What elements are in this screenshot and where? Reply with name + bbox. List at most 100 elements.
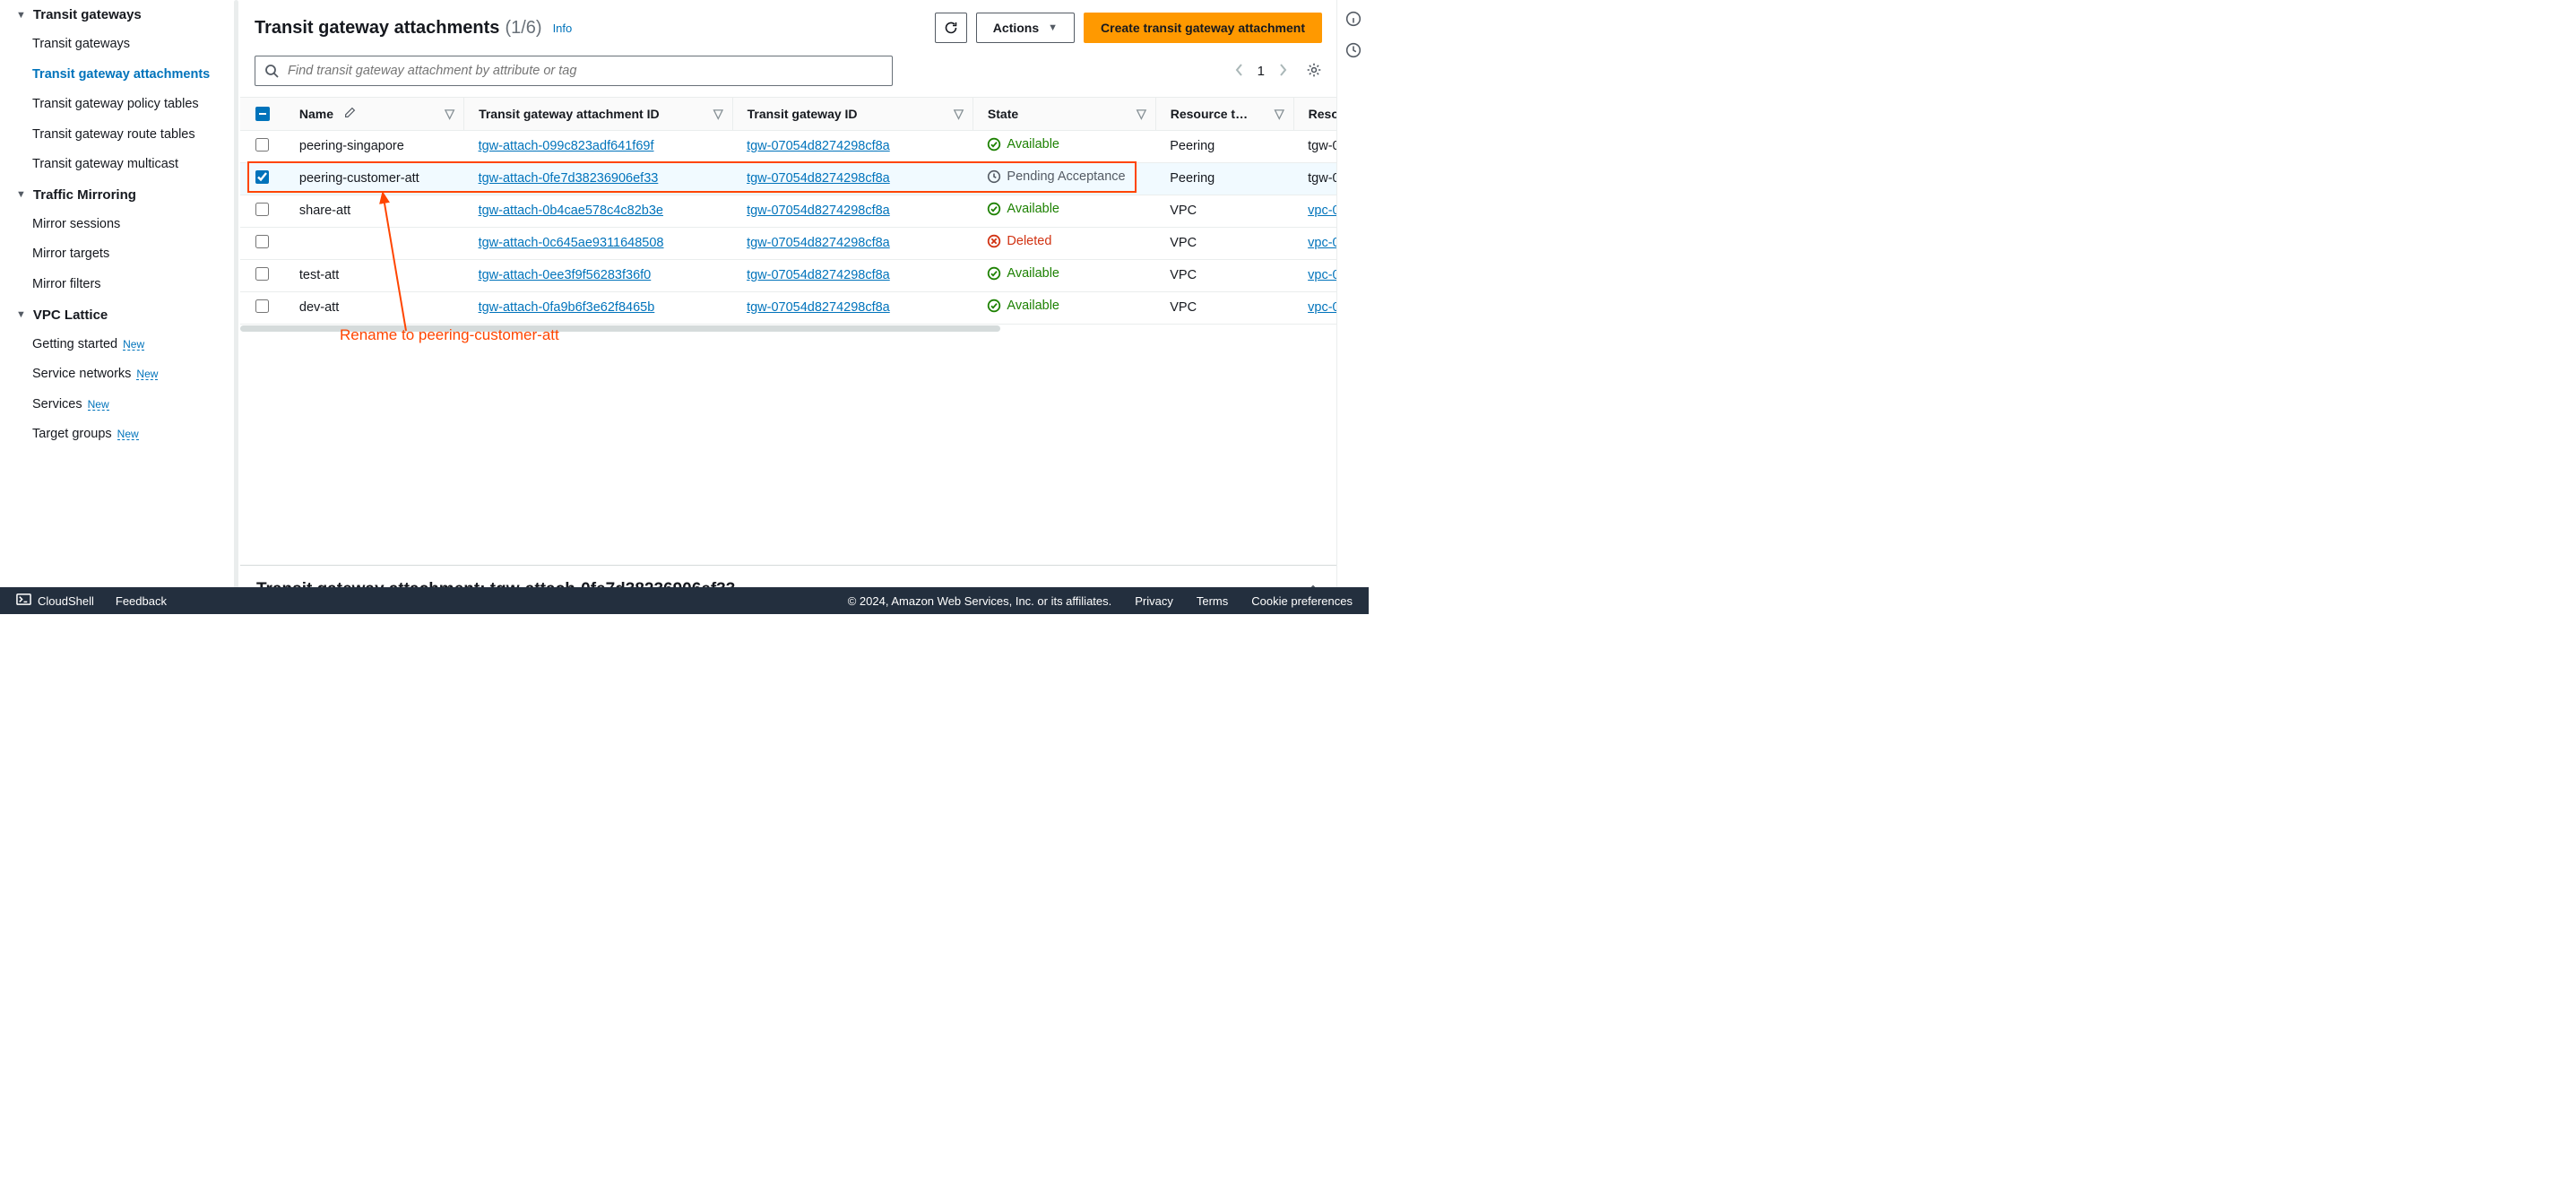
cell-attach-id: tgw-attach-0b4cae578c4c82b3e xyxy=(464,195,733,227)
cell-tgw-id: tgw-07054d8274298cf8a xyxy=(732,259,972,291)
refresh-button[interactable] xyxy=(935,13,967,43)
table-row[interactable]: peering-singapore tgw-attach-099c823adf64… xyxy=(240,130,1336,162)
attach-id-link[interactable]: tgw-attach-0ee3f9f56283f36f0 xyxy=(479,268,652,282)
col-attach-id[interactable]: Transit gateway attachment ID▽ xyxy=(464,98,733,130)
cell-tgw-id: tgw-07054d8274298cf8a xyxy=(732,227,972,259)
page-next-icon[interactable] xyxy=(1277,64,1288,79)
search-input-wrapper[interactable] xyxy=(255,56,893,86)
row-checkbox-cell[interactable] xyxy=(240,291,285,324)
privacy-link[interactable]: Privacy xyxy=(1135,594,1173,608)
row-checkbox[interactable] xyxy=(255,299,269,313)
state-label: Available xyxy=(1007,202,1059,216)
row-checkbox-cell[interactable] xyxy=(240,195,285,227)
row-checkbox-cell[interactable] xyxy=(240,130,285,162)
state-label: Pending Acceptance xyxy=(1007,169,1125,184)
sidebar-splitter[interactable] xyxy=(232,0,240,614)
sort-icon: ▽ xyxy=(445,106,454,121)
row-checkbox[interactable] xyxy=(255,235,269,248)
feedback-link[interactable]: Feedback xyxy=(116,594,167,608)
footer: CloudShell Feedback © 2024, Amazon Web S… xyxy=(0,587,1369,614)
table-row[interactable]: dev-atttgw-attach-0fa9b6f3e62f8465btgw-0… xyxy=(240,291,1336,324)
col-tgw-id[interactable]: Transit gateway ID▽ xyxy=(732,98,972,130)
cell-name: peering-singapore xyxy=(285,130,464,162)
sidebar-item[interactable]: Mirror sessions xyxy=(0,210,232,240)
search-icon xyxy=(264,64,279,78)
new-badge: New xyxy=(88,399,109,411)
state-icon xyxy=(987,234,1001,248)
row-checkbox[interactable] xyxy=(255,267,269,281)
cloudshell-button[interactable]: CloudShell xyxy=(16,593,94,609)
tgw-id-link[interactable]: tgw-07054d8274298cf8a xyxy=(747,171,890,186)
nav-section-header[interactable]: ▼Traffic Mirroring xyxy=(0,180,232,210)
cell-name: peering-customer-att xyxy=(285,162,464,195)
page-prev-icon[interactable] xyxy=(1234,64,1245,79)
main-panel: Transit gateway attachments (1/6) Info A… xyxy=(240,0,1336,614)
row-checkbox[interactable] xyxy=(255,203,269,216)
cell-name xyxy=(285,227,464,259)
sidebar-item[interactable]: Transit gateway route tables xyxy=(0,120,232,151)
cell-rid: vpc-04d7ec xyxy=(1293,195,1336,227)
tgw-id-link[interactable]: tgw-07054d8274298cf8a xyxy=(747,236,890,250)
attach-id-link[interactable]: tgw-attach-0c645ae9311648508 xyxy=(479,236,664,250)
col-rid[interactable]: Resource ID xyxy=(1293,98,1336,130)
header-checkbox-cell[interactable] xyxy=(240,98,285,130)
attach-id-link[interactable]: tgw-attach-099c823adf641f69f xyxy=(479,139,654,153)
caret-down-icon: ▼ xyxy=(16,10,26,21)
tgw-id-link[interactable]: tgw-07054d8274298cf8a xyxy=(747,204,890,218)
row-checkbox-cell[interactable] xyxy=(240,162,285,195)
tgw-id-link[interactable]: tgw-07054d8274298cf8a xyxy=(747,300,890,315)
settings-icon[interactable] xyxy=(1306,62,1322,81)
sidebar-item[interactable]: Transit gateway attachments xyxy=(0,60,232,91)
col-rtype[interactable]: Resource t…▽ xyxy=(1155,98,1293,130)
table-row[interactable]: share-atttgw-attach-0b4cae578c4c82b3etgw… xyxy=(240,195,1336,227)
info-link[interactable]: Info xyxy=(553,22,573,35)
cookies-link[interactable]: Cookie preferences xyxy=(1251,594,1353,608)
actions-button[interactable]: Actions ▼ xyxy=(976,13,1075,43)
row-checkbox-cell[interactable] xyxy=(240,259,285,291)
table-row[interactable]: test-atttgw-attach-0ee3f9f56283f36f0tgw-… xyxy=(240,259,1336,291)
nav-section-label: VPC Lattice xyxy=(33,307,108,323)
create-attachment-button[interactable]: Create transit gateway attachment xyxy=(1084,13,1322,43)
table-row[interactable]: tgw-attach-0c645ae9311648508 tgw-07054d82… xyxy=(240,227,1336,259)
new-badge: New xyxy=(117,429,139,440)
state-label: Deleted xyxy=(1007,234,1051,248)
sidebar-item[interactable]: Service networksNew xyxy=(0,359,232,390)
sidebar-item[interactable]: Mirror filters xyxy=(0,270,232,300)
row-checkbox-cell[interactable] xyxy=(240,227,285,259)
sidebar-item[interactable]: Target groupsNew xyxy=(0,420,232,450)
cell-state: Pending Acceptance xyxy=(972,162,1155,195)
tgw-id-link[interactable]: tgw-07054d8274298cf8a xyxy=(747,139,890,153)
rid-link[interactable]: vpc-0f1a4a xyxy=(1308,268,1336,282)
sidebar-item[interactable]: Transit gateway policy tables xyxy=(0,90,232,120)
table-row[interactable]: peering-customer-att tgw-attach-0fe7d3823… xyxy=(240,162,1336,195)
sidebar-item[interactable]: Transit gateway multicast xyxy=(0,150,232,180)
tgw-id-link[interactable]: tgw-07054d8274298cf8a xyxy=(747,268,890,282)
nav-section-header[interactable]: ▼Transit gateways xyxy=(0,0,232,30)
panel-title: Transit gateway attachments xyxy=(255,18,499,39)
cell-attach-id: tgw-attach-0fa9b6f3e62f8465b xyxy=(464,291,733,324)
col-name[interactable]: Name ▽ xyxy=(285,98,464,130)
edit-icon xyxy=(344,107,356,118)
terms-link[interactable]: Terms xyxy=(1197,594,1228,608)
horizontal-scrollbar[interactable] xyxy=(240,325,1336,333)
sidebar-item[interactable]: Transit gateways xyxy=(0,30,232,60)
sidebar-item[interactable]: ServicesNew xyxy=(0,390,232,420)
cell-rid: tgw-01582 xyxy=(1293,162,1336,195)
clock-icon[interactable] xyxy=(1345,42,1361,61)
col-state[interactable]: State▽ xyxy=(972,98,1155,130)
sidebar-item[interactable]: Getting startedNew xyxy=(0,330,232,360)
row-checkbox[interactable] xyxy=(255,170,269,184)
info-icon[interactable] xyxy=(1345,11,1361,30)
attach-id-link[interactable]: tgw-attach-0fe7d38236906ef33 xyxy=(479,171,659,186)
cell-rtype: Peering xyxy=(1155,162,1293,195)
sidebar-item[interactable]: Mirror targets xyxy=(0,239,232,270)
rid-link[interactable]: vpc-03dfe3 xyxy=(1308,236,1336,250)
search-input[interactable] xyxy=(288,64,883,78)
cell-state: Available xyxy=(972,259,1155,291)
row-checkbox[interactable] xyxy=(255,138,269,152)
nav-section-header[interactable]: ▼VPC Lattice xyxy=(0,300,232,330)
attach-id-link[interactable]: tgw-attach-0fa9b6f3e62f8465b xyxy=(479,300,655,315)
rid-link[interactable]: vpc-04d7ec xyxy=(1308,204,1336,218)
rid-link[interactable]: vpc-05c67f xyxy=(1308,300,1336,315)
attach-id-link[interactable]: tgw-attach-0b4cae578c4c82b3e xyxy=(479,204,663,218)
